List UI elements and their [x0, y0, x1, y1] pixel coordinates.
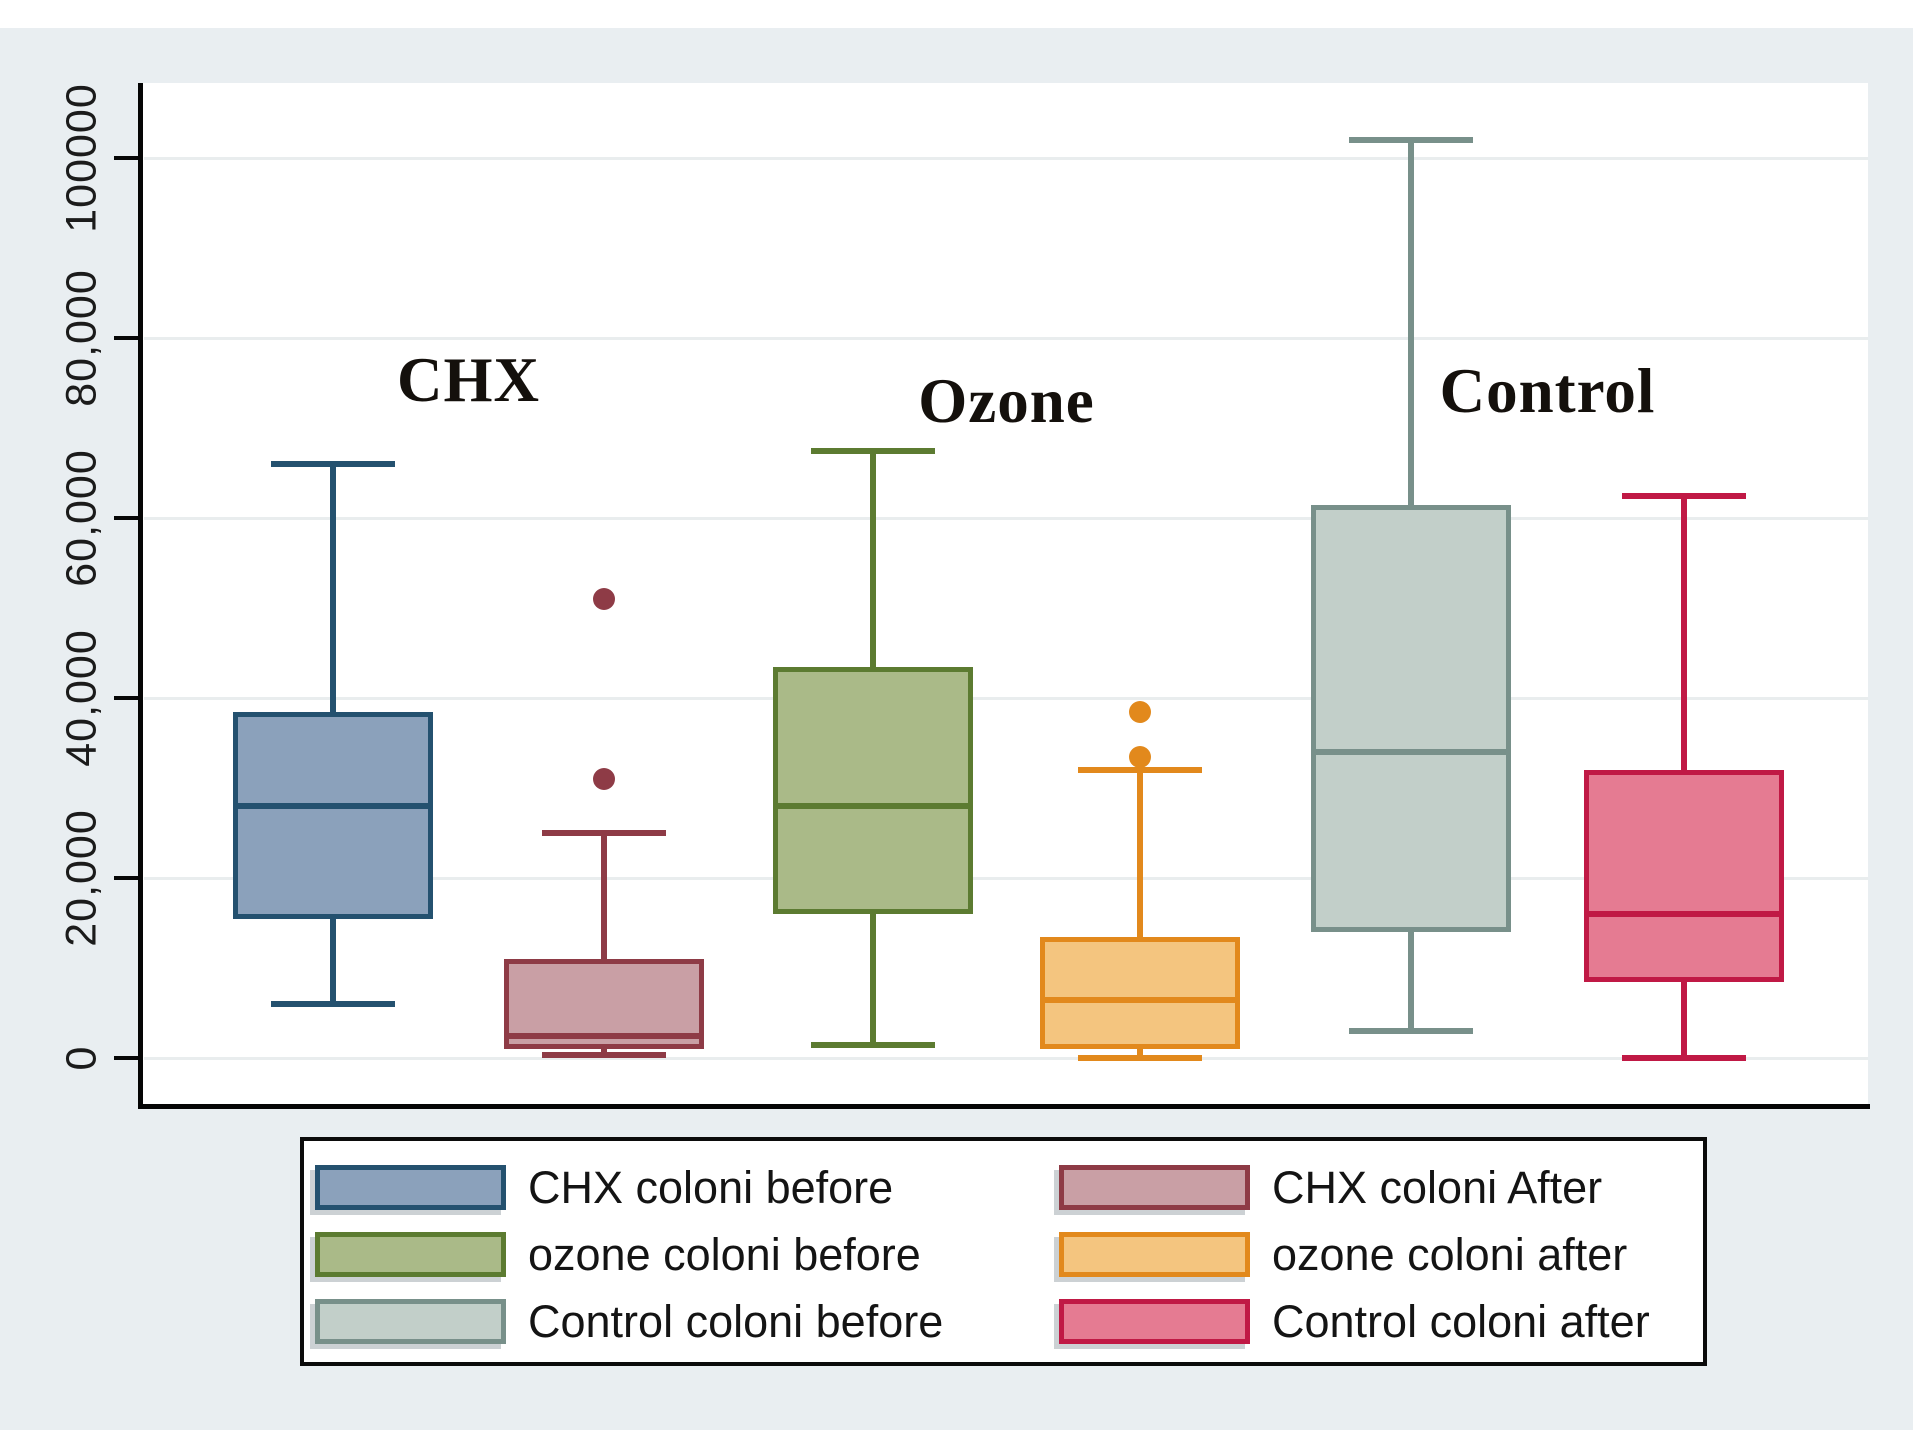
- whisker-cap-upper-ozone-coloni-after: [1078, 767, 1202, 773]
- legend-item-control-after: Control coloni after: [1059, 1295, 1650, 1347]
- median-chx-coloni-after: [508, 1032, 700, 1039]
- whisker-upper-chx-coloni-before: [330, 464, 336, 712]
- legend-label-control-before: Control coloni before: [528, 1295, 944, 1347]
- whisker-upper-chx-coloni-after: [601, 833, 607, 959]
- box-control-coloni-after: [1584, 770, 1784, 982]
- y-gridline: [144, 697, 1868, 700]
- whisker-upper-ozone-coloni-before: [870, 450, 876, 667]
- y-gridline: [144, 337, 1868, 340]
- legend-label-control-after: Control coloni after: [1272, 1295, 1650, 1347]
- whisker-cap-upper-chx-coloni-before: [271, 461, 395, 467]
- y-tick-label: 60,000: [57, 449, 106, 587]
- whisker-cap-lower-chx-coloni-after: [542, 1052, 666, 1059]
- whisker-lower-control-coloni-after: [1681, 981, 1687, 1058]
- box-ozone-coloni-before: [773, 666, 973, 914]
- y-tickmark: [114, 696, 142, 700]
- y-tickmark: [114, 1056, 142, 1060]
- whisker-cap-lower-ozone-coloni-before: [811, 1041, 935, 1048]
- y-tickmark: [114, 516, 142, 520]
- legend-label-chx-before: CHX coloni before: [528, 1161, 894, 1213]
- legend-item-ozone-before: ozone coloni before: [315, 1228, 921, 1280]
- x-axis-line: [138, 1104, 1870, 1109]
- legend-item-control-before: Control coloni before: [315, 1295, 943, 1347]
- whisker-cap-upper-control-coloni-before: [1349, 137, 1473, 143]
- legend-swatch-ozone-before: [315, 1231, 506, 1277]
- median-ozone-coloni-after: [1044, 996, 1236, 1003]
- legend-item-ozone-after: ozone coloni after: [1059, 1228, 1627, 1280]
- legend-swatch-control-before: [315, 1298, 506, 1344]
- y-tick-label: 0: [57, 1045, 106, 1071]
- whisker-lower-ozone-coloni-before: [870, 914, 876, 1045]
- median-control-coloni-before: [1315, 749, 1507, 755]
- legend-swatch-control-after: [1059, 1298, 1250, 1344]
- legend-swatch-chx-before: [315, 1164, 506, 1210]
- whisker-lower-ozone-coloni-after: [1137, 1049, 1143, 1058]
- y-tick-label: 20,000: [57, 809, 106, 947]
- group-label-control: Control: [1439, 356, 1656, 426]
- whisker-cap-lower-control-coloni-before: [1349, 1028, 1473, 1034]
- legend-item-chx-before: CHX coloni before: [315, 1161, 893, 1213]
- whisker-upper-ozone-coloni-after: [1137, 770, 1143, 937]
- group-label-chx: CHX: [397, 345, 540, 415]
- whisker-cap-lower-ozone-coloni-after: [1078, 1055, 1202, 1061]
- whisker-lower-chx-coloni-before: [330, 918, 336, 1004]
- legend-label-ozone-after: ozone coloni after: [1272, 1228, 1628, 1280]
- whisker-cap-lower-control-coloni-after: [1622, 1055, 1746, 1061]
- y-tick-label: 100000: [57, 83, 106, 233]
- group-label-ozone: Ozone: [918, 366, 1095, 436]
- whisker-cap-upper-control-coloni-after: [1622, 492, 1746, 499]
- y-tick-label: 40,000: [57, 629, 106, 767]
- y-tick-label: 80,000: [57, 269, 106, 407]
- whisker-upper-control-coloni-before: [1408, 140, 1414, 505]
- y-tickmark: [114, 876, 142, 880]
- outlier-ozone-coloni-after-0: [1129, 745, 1151, 768]
- outlier-chx-coloni-after-0: [593, 768, 615, 790]
- y-gridline: [144, 157, 1868, 160]
- legend-swatch-ozone-after: [1059, 1231, 1250, 1277]
- box-control-coloni-before: [1311, 504, 1511, 932]
- median-control-coloni-after: [1588, 911, 1780, 917]
- median-ozone-coloni-before: [777, 803, 969, 809]
- y-axis-line: [138, 83, 143, 1109]
- y-gridline: [144, 517, 1868, 520]
- y-gridline: [144, 877, 1868, 880]
- box-ozone-coloni-after: [1040, 936, 1240, 1049]
- legend-item-chx-after: CHX coloni After: [1059, 1161, 1602, 1213]
- whisker-cap-lower-chx-coloni-before: [271, 1001, 395, 1007]
- whisker-lower-control-coloni-before: [1408, 932, 1414, 1031]
- whisker-lower-chx-coloni-after: [601, 1049, 607, 1056]
- whisker-upper-control-coloni-after: [1681, 495, 1687, 770]
- plot-background: [142, 83, 1868, 1105]
- outlier-chx-coloni-after-1: [593, 588, 615, 610]
- legend-label-ozone-before: ozone coloni before: [528, 1228, 921, 1280]
- whisker-cap-upper-ozone-coloni-before: [811, 447, 935, 454]
- legend-label-chx-after: CHX coloni After: [1272, 1161, 1603, 1213]
- median-chx-coloni-before: [237, 803, 429, 809]
- whisker-cap-upper-chx-coloni-after: [542, 830, 666, 836]
- y-tickmark: [114, 336, 142, 340]
- box-chx-coloni-before: [233, 711, 433, 919]
- y-tickmark: [114, 156, 142, 160]
- y-gridline: [144, 1057, 1868, 1060]
- legend-swatch-chx-after: [1059, 1164, 1250, 1210]
- outlier-ozone-coloni-after-1: [1129, 700, 1151, 723]
- legend: CHX coloni before CHX coloni After ozone…: [300, 1137, 1707, 1366]
